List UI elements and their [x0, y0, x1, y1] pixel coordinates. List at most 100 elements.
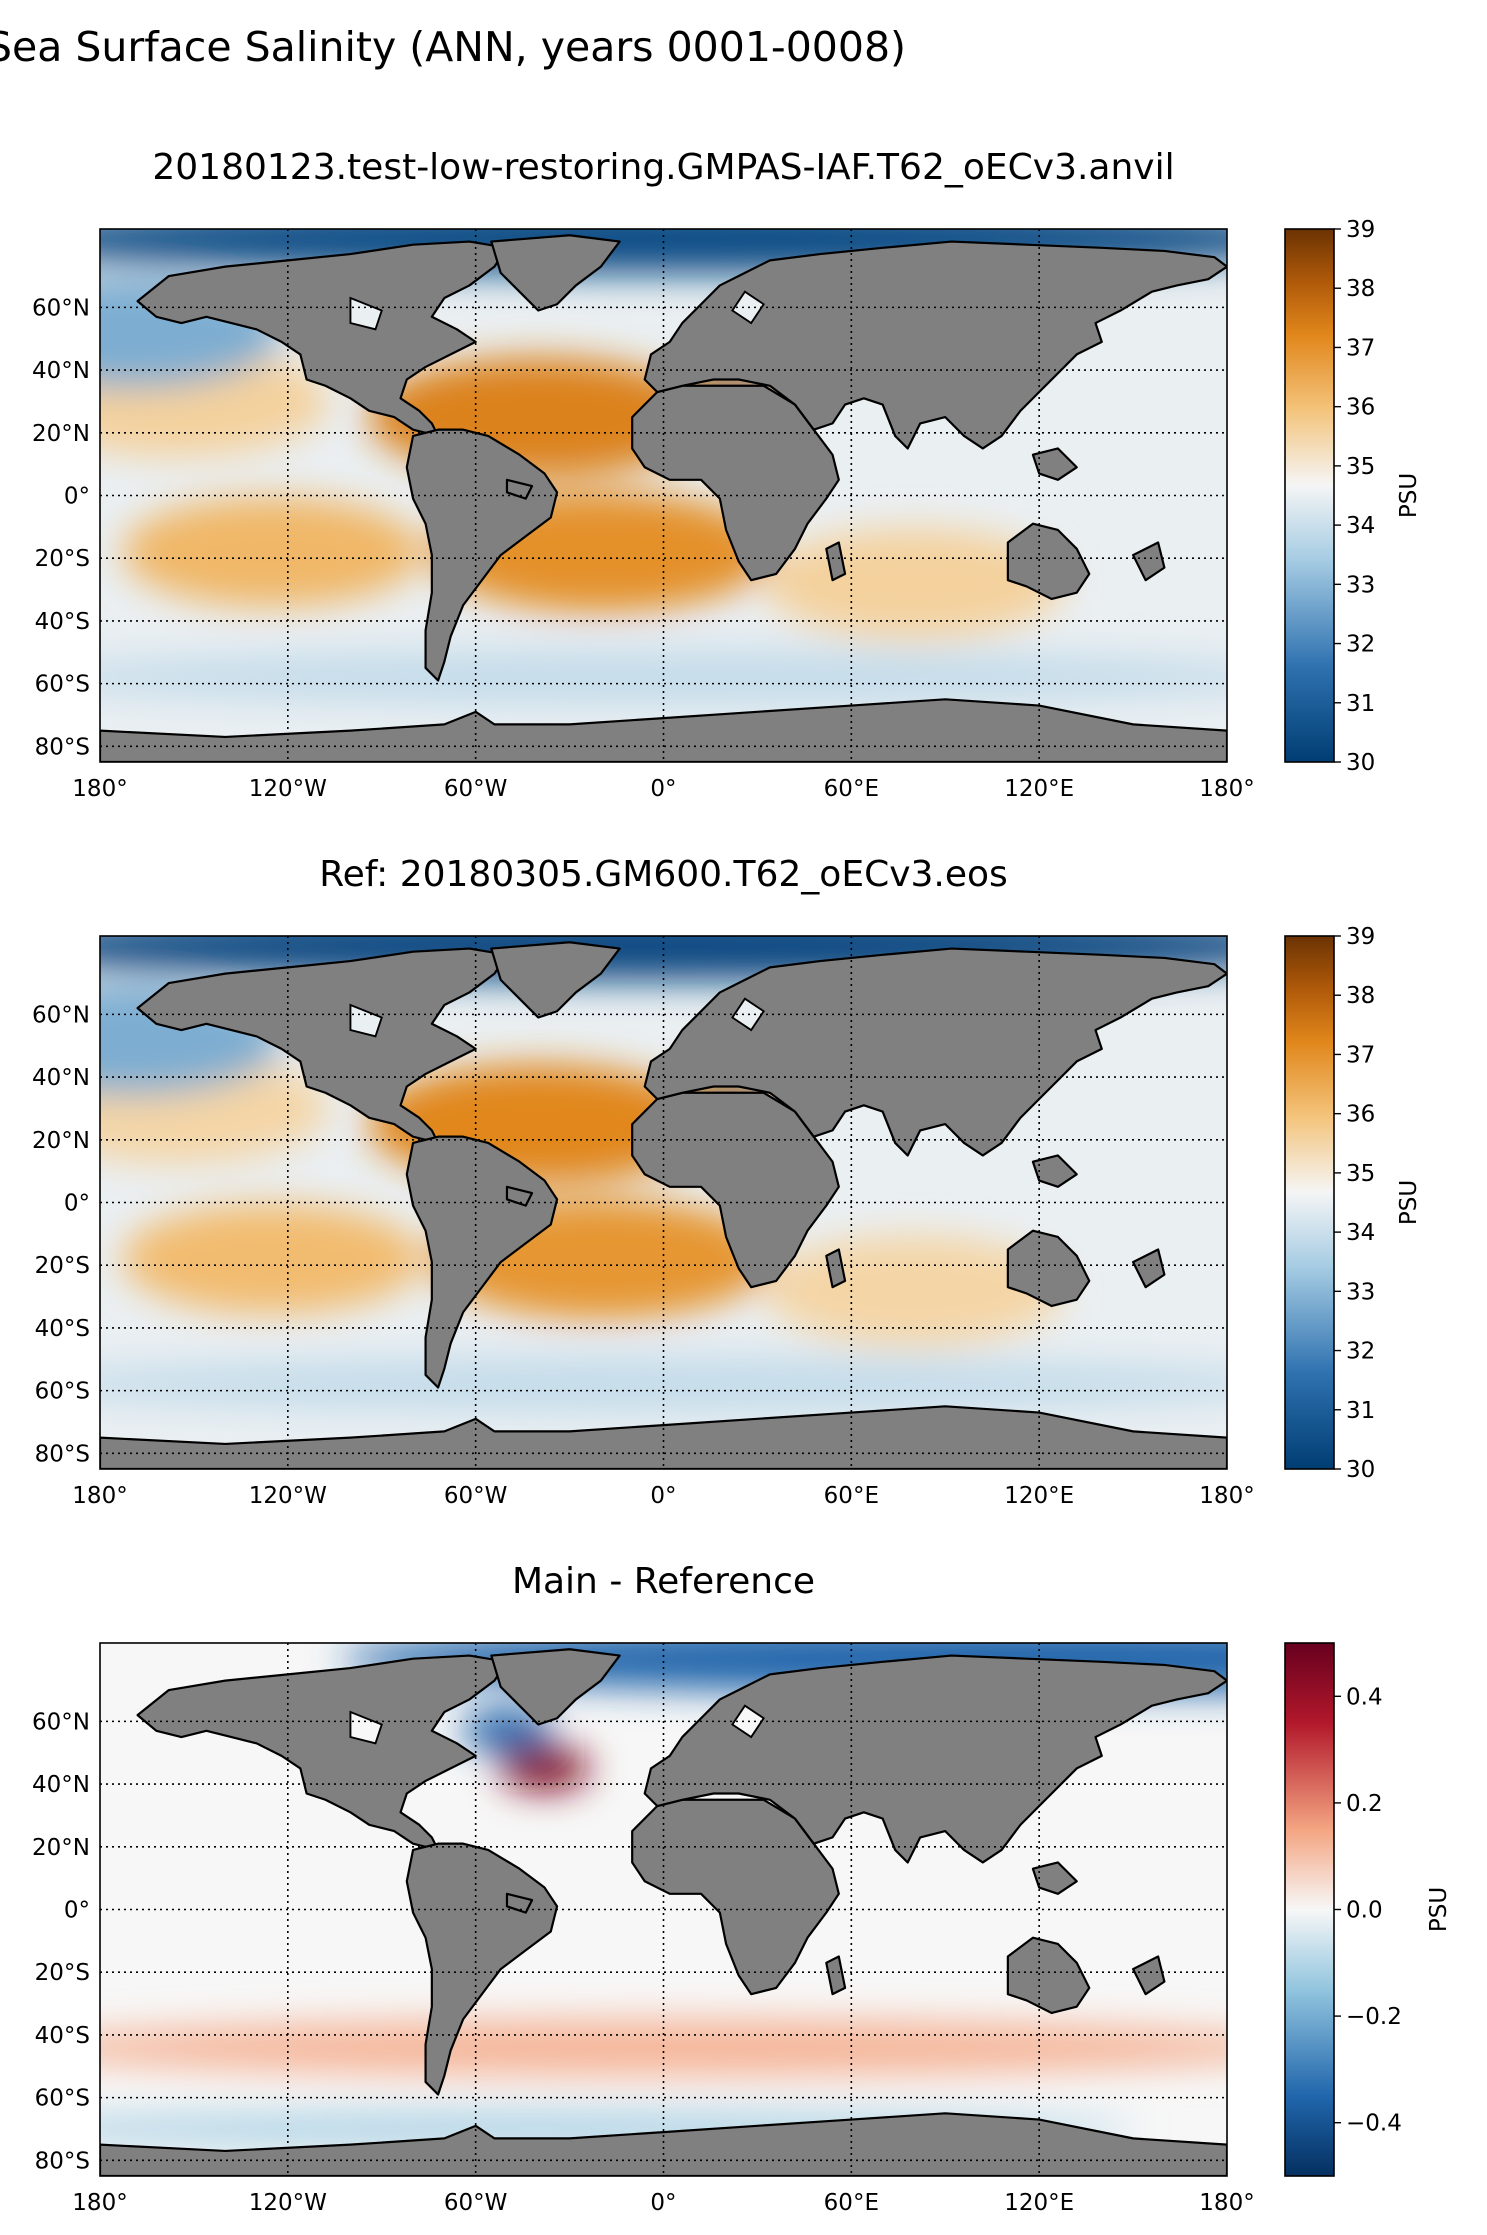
y-tick-label: 60°N [32, 295, 90, 321]
y-tick-label: 80°S [35, 734, 90, 760]
gridlines [100, 936, 1227, 1469]
colorbar-tick-label: 39 [1346, 924, 1375, 950]
y-tick-label: 60°S [35, 2086, 90, 2112]
colorbar-tick-label: 35 [1346, 454, 1375, 480]
colorbar-tick-label: 35 [1346, 1161, 1375, 1187]
colorbar-tick-label: 32 [1346, 632, 1375, 658]
y-tick-label: 20°N [32, 421, 90, 447]
region-southern-ocean [100, 649, 1227, 706]
colorbar-label: PSU [1396, 473, 1422, 518]
colorbar-tick-label: 30 [1346, 750, 1375, 776]
y-tick-label: 0° [64, 1191, 90, 1217]
x-tick-label: 0° [650, 776, 676, 802]
x-tick-label: 60°E [824, 776, 879, 802]
region-pacific-south [122, 496, 423, 607]
colorbar-tick-label: 31 [1346, 1398, 1375, 1424]
colorbar-tick-label: 34 [1346, 1220, 1375, 1246]
x-tick-label: 180° [72, 776, 127, 802]
y-tick-label: 40°N [32, 1772, 90, 1798]
colorbar-tick-label: 30 [1346, 1457, 1375, 1483]
y-tick-label: 40°N [32, 1065, 90, 1091]
colorbar-label: PSU [1426, 1887, 1452, 1932]
colorbar-tick-label: 33 [1346, 572, 1375, 598]
salinity-field [100, 1643, 1227, 2176]
y-tick-label: 20°S [35, 1253, 90, 1279]
y-tick-label: 60°S [35, 1379, 90, 1405]
y-tick-label: 40°S [35, 1316, 90, 1342]
colorbar: 0.4 0.2 0.0 −0.2 −0.4 PSU [1284, 1642, 1452, 2177]
panel-difference-heatmap: Main - Reference 180° 120°W 60°W 0° 60°E 120°E… [32, 1561, 1452, 2216]
colorbar-tick-label: 36 [1346, 395, 1375, 421]
colorbar-tick-label: 37 [1346, 335, 1375, 361]
colorbar-tick-label: 0.4 [1346, 1684, 1383, 1710]
y-tick-label: 80°S [35, 2148, 90, 2174]
colorbar-tick-label: −0.2 [1346, 2004, 1402, 2030]
colorbar-gradient [1284, 935, 1335, 1470]
region-southern-ocean [100, 1356, 1227, 1413]
region-southern-ocean-band [100, 2019, 1227, 2076]
x-tick-label: 60°E [824, 2190, 879, 2216]
colorbar-tick-label: 31 [1346, 691, 1375, 717]
panel-title: Main - Reference [512, 1561, 815, 1602]
colorbar-tick-label: −0.4 [1346, 2111, 1402, 2137]
x-tick-label: 60°W [444, 1483, 508, 1509]
colorbar-tick-label: 34 [1346, 513, 1375, 539]
colorbar-tick-label: 33 [1346, 1279, 1375, 1305]
x-tick-label: 180° [72, 2190, 127, 2216]
x-tick-label: 120°E [1004, 1483, 1074, 1509]
y-tick-label: 0° [64, 484, 90, 510]
colorbar-tick-label: 32 [1346, 1339, 1375, 1365]
y-tick-label: 20°N [32, 1128, 90, 1154]
map-frame [99, 228, 1228, 763]
colorbar-tick-label: 37 [1346, 1042, 1375, 1068]
y-tick-label: 80°S [35, 1441, 90, 1467]
map-frame [99, 1642, 1228, 2177]
panel-reference-heatmap: Ref: 20180305.GM600.T62_oECv3.eos 180° 120… [32, 854, 1422, 1509]
region-labrador-sea [461, 1708, 552, 1753]
panel-title: Ref: 20180305.GM600.T62_oECv3.eos [319, 854, 1008, 895]
y-tick-label: 60°S [35, 672, 90, 698]
x-tick-label: 120°E [1004, 2190, 1074, 2216]
region-gulf-stream [499, 1746, 590, 1791]
y-tick-label: 60°N [32, 1002, 90, 1028]
x-tick-label: 0° [650, 1483, 676, 1509]
panel-title: 20180123.test-low-restoring.GMPAS-IAF.T6… [152, 147, 1174, 188]
y-tick-label: 60°N [32, 1709, 90, 1735]
salinity-field [100, 229, 1227, 762]
x-tick-label: 120°E [1004, 776, 1074, 802]
colorbar-tick-label: 39 [1346, 217, 1375, 243]
x-tick-label: 180° [1199, 776, 1254, 802]
salinity-field [100, 936, 1227, 1469]
colorbar-tick-label: 38 [1346, 276, 1375, 302]
colorbar-label: PSU [1396, 1180, 1422, 1225]
gridlines [100, 229, 1227, 762]
colorbar: 30 31 32 33 34 35 36 37 38 39 PSU [1284, 924, 1422, 1483]
gridlines [100, 1643, 1227, 2176]
x-tick-label: 120°W [249, 776, 327, 802]
figure-title: Sea Surface Salinity (ANN, years 0001-00… [0, 23, 906, 71]
colorbar-tick-label: 36 [1346, 1102, 1375, 1128]
x-tick-label: 60°W [444, 2190, 508, 2216]
y-tick-label: 20°S [35, 546, 90, 572]
x-tick-label: 120°W [249, 1483, 327, 1509]
y-tick-label: 40°S [35, 609, 90, 635]
region-pacific-south [122, 1203, 423, 1314]
map-frame [99, 935, 1228, 1470]
y-tick-label: 40°S [35, 2023, 90, 2049]
y-tick-label: 20°N [32, 1835, 90, 1861]
colorbar-gradient [1284, 228, 1335, 763]
x-tick-label: 0° [650, 2190, 676, 2216]
x-tick-label: 60°E [824, 1483, 879, 1509]
colorbar-tick-label: 0.2 [1346, 1791, 1383, 1817]
y-tick-label: 20°S [35, 1960, 90, 1986]
y-tick-label: 0° [64, 1898, 90, 1924]
x-tick-label: 60°W [444, 776, 508, 802]
x-tick-label: 180° [1199, 1483, 1254, 1509]
x-tick-label: 180° [1199, 2190, 1254, 2216]
y-tick-label: 40°N [32, 358, 90, 384]
x-tick-label: 120°W [249, 2190, 327, 2216]
panel-main-heatmap: 20180123.test-low-restoring.GMPAS-IAF.T6… [32, 147, 1422, 802]
colorbar-tick-label: 38 [1346, 983, 1375, 1009]
colorbar-tick-label: 0.0 [1346, 1898, 1383, 1924]
colorbar: 30 31 32 33 34 35 36 37 38 39 PSU [1284, 217, 1422, 776]
